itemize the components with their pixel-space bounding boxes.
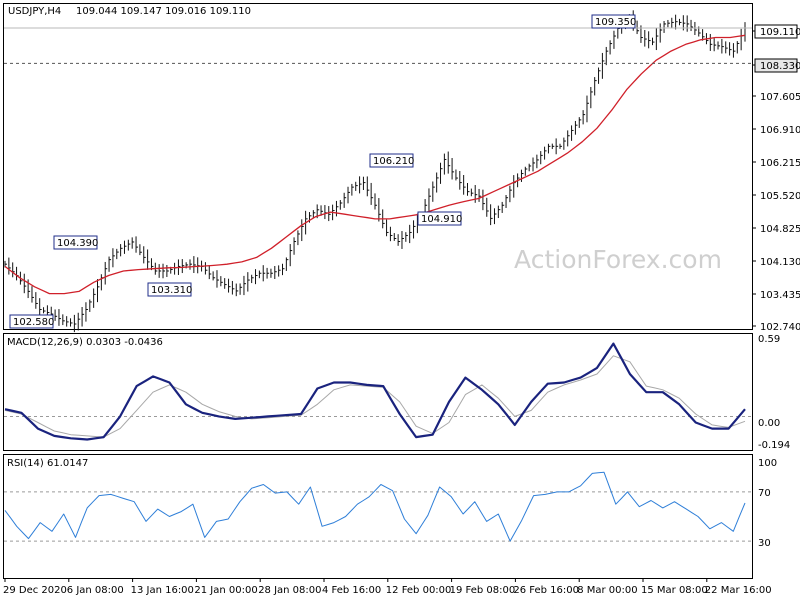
price-axis-label: 106.910 <box>760 125 800 136</box>
price-axis-label: 103.435 <box>760 290 800 301</box>
macd-panel <box>3 333 753 451</box>
price-label-box <box>53 235 98 250</box>
price-axis-label: 104.825 <box>760 224 800 235</box>
price-label-text: 109.350 <box>595 17 636 28</box>
price-layer: 102.580 104.390 103.310 106.210 104.910 109.3… <box>4 10 752 333</box>
macd-title: MACD(12,26,9) 0.0303 -0.0436 <box>7 337 163 348</box>
price-label-box <box>147 282 192 297</box>
price-axis-label: 102.740 <box>760 322 800 333</box>
price-label-text: 102.580 <box>13 317 54 328</box>
chart-ohlc: 109.044 109.147 109.016 109.110 <box>76 6 251 17</box>
price-label-box <box>9 314 54 329</box>
price-label-box <box>417 211 462 226</box>
price-label: 106.210 <box>369 153 414 168</box>
chart-symbol: USDJPY,H4 <box>8 6 61 17</box>
macd-axis-label: -0.194 <box>758 440 790 451</box>
macd-line <box>4 342 746 441</box>
time-axis-label: 19 Feb 08:00 <box>450 585 516 596</box>
macd-signal-line <box>4 355 746 438</box>
time-axis-label: 13 Jan 16:00 <box>131 585 194 596</box>
price-axis-label: 109.110 <box>760 27 800 38</box>
price-label-text: 104.390 <box>57 238 98 249</box>
price-label: 104.390 <box>53 235 98 250</box>
price-label-box <box>369 153 414 168</box>
price-label-text: 103.310 <box>151 285 192 296</box>
price-axis-label: 108.330 <box>760 61 800 72</box>
rsi-panel <box>3 454 753 579</box>
rsi-axis-label: 30 <box>758 538 771 549</box>
price-label: 109.350 <box>591 14 636 29</box>
price-label: 102.580 <box>9 314 54 329</box>
time-axis-label: 6 Jan 08:00 <box>67 585 124 596</box>
moving-average-line <box>4 34 746 295</box>
price-label-box <box>591 14 636 29</box>
price-axis-label: 105.520 <box>760 191 800 202</box>
time-axis-label: 8 Mar 00:00 <box>577 585 637 596</box>
rsi-axis-label: 100 <box>758 458 777 469</box>
macd-layer <box>4 342 752 441</box>
time-axis-label: 12 Feb 00:00 <box>386 585 452 596</box>
watermark: ActionForex.com <box>514 245 722 274</box>
level-badge <box>754 58 798 73</box>
time-axis-label: 28 Jan 08:00 <box>258 585 321 596</box>
last-price-badge <box>754 24 798 39</box>
time-axis-label: 26 Feb 16:00 <box>513 585 579 596</box>
price-panel <box>3 3 753 330</box>
price-label-text: 104.910 <box>421 214 462 225</box>
price-axis-label: 106.215 <box>760 158 800 169</box>
time-axis-label: 22 Mar 16:00 <box>705 585 772 596</box>
macd-axis-label: 0.59 <box>758 334 780 345</box>
time-axis-label: 4 Feb 16:00 <box>322 585 381 596</box>
time-axis-label: 15 Mar 08:00 <box>641 585 708 596</box>
time-axis-label: 21 Jan 00:00 <box>194 585 257 596</box>
time-axis-label: 29 Dec 2020 <box>3 585 67 596</box>
axis-layer: 109.110 108.330 107.605 106.910 106.215 105.5… <box>3 24 800 596</box>
price-axis-label: 104.130 <box>760 257 800 268</box>
price-axis-label: 107.605 <box>760 92 800 103</box>
rsi-line <box>4 471 746 542</box>
price-label: 104.910 <box>417 211 462 226</box>
rsi-layer <box>4 471 752 542</box>
rsi-title: RSI(14) 61.0147 <box>7 458 88 469</box>
macd-axis-label: 0.00 <box>758 418 780 429</box>
price-label-text: 106.210 <box>373 156 414 167</box>
price-label: 103.310 <box>147 282 192 297</box>
rsi-axis-label: 70 <box>758 488 771 499</box>
